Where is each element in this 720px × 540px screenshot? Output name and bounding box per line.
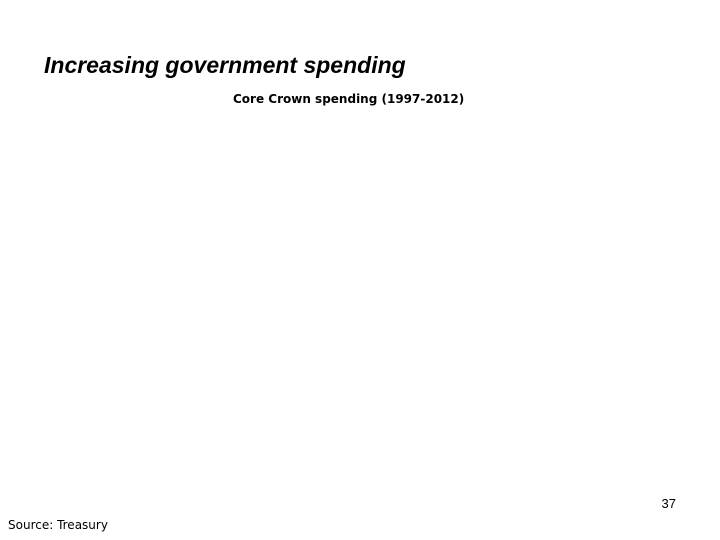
chart-area-empty	[40, 118, 680, 478]
source-note: Source: Treasury	[8, 518, 108, 532]
slide-title: Increasing government spending	[44, 52, 406, 78]
chart-title: Core Crown spending (1997-2012)	[233, 92, 465, 106]
page-number: 37	[661, 496, 676, 511]
